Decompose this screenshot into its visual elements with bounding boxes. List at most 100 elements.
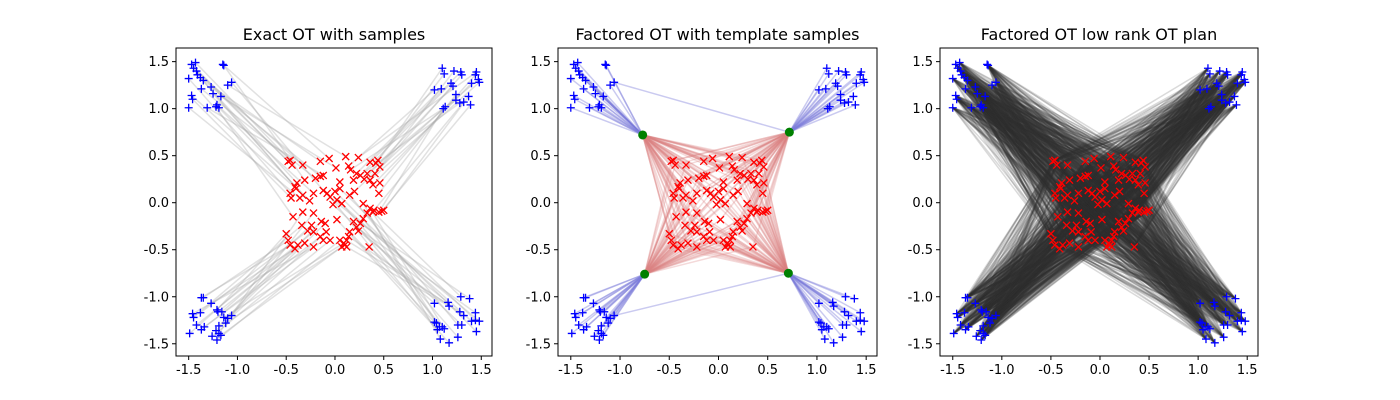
- lowrank-plan-line: [1104, 67, 1209, 241]
- template-target-line: [642, 134, 743, 159]
- lowrank-plan-line: [1067, 78, 1245, 213]
- source-template-line: [570, 107, 643, 136]
- source-template-line: [788, 108, 829, 133]
- source-point: [844, 98, 853, 107]
- exact-plan-line: [372, 211, 462, 298]
- target-point: [337, 199, 346, 208]
- lowrank-plan-line: [1109, 88, 1208, 246]
- template-target-line: [641, 134, 672, 241]
- lowrank-plan-line: [995, 81, 1103, 221]
- lowrank-plan-line: [1087, 74, 1242, 241]
- template-target-line: [746, 218, 789, 274]
- target-point: [325, 154, 334, 163]
- target-point: [316, 232, 325, 241]
- exact-plan-line: [350, 99, 457, 171]
- lowrank-plan-line: [952, 78, 1091, 224]
- source-point: [585, 103, 594, 112]
- lowrank-plan-line: [1077, 88, 1208, 194]
- lowrank-plan-line: [982, 107, 1091, 224]
- lowrank-plan-line: [1094, 74, 1242, 198]
- lowrank-plan-line: [957, 67, 1064, 246]
- lowrank-plan-line: [987, 64, 1142, 164]
- lowrank-plan-line: [955, 63, 1111, 246]
- template-target-line: [642, 134, 687, 213]
- target-point: [669, 156, 678, 165]
- exact-plan-line: [210, 86, 321, 177]
- lowrank-plan-line: [1066, 85, 1220, 226]
- lowrank-plan-line: [956, 98, 1116, 233]
- target-point: [359, 214, 368, 223]
- template-target-line: [644, 199, 721, 275]
- x-tick-label: -0.5: [274, 363, 299, 378]
- target-point: [752, 180, 761, 189]
- lowrank-plan-line: [1124, 99, 1223, 224]
- template-target-line: [703, 235, 789, 274]
- template-target-line: [641, 134, 670, 234]
- lowrank-plan-line: [960, 70, 1129, 220]
- template-target-line: [733, 131, 790, 171]
- plan-lines: [188, 62, 480, 344]
- template-target-line: [642, 134, 687, 166]
- lowrank-plan-line: [961, 74, 1096, 241]
- source-point: [590, 332, 599, 341]
- x-tick-label: 1.5: [856, 363, 877, 378]
- lowrank-plan-line: [986, 64, 1080, 248]
- lowrank-plan-line: [967, 79, 1145, 194]
- template-target-line: [643, 161, 672, 275]
- lowrank-plan-line: [1067, 81, 1246, 196]
- source-point: [595, 336, 604, 345]
- lowrank-plan-line: [980, 104, 1086, 238]
- lowrank-plan-line: [991, 84, 1099, 206]
- target-point: [292, 184, 300, 193]
- lowrank-plan-line: [984, 95, 1136, 181]
- target-point: [738, 153, 747, 162]
- lowrank-plan-line: [952, 107, 1096, 241]
- source-template-line: [787, 272, 830, 330]
- lowrank-plan-line: [955, 94, 1096, 241]
- target-point: [344, 162, 353, 170]
- exact-plan-line: [215, 106, 294, 218]
- template-target-line: [643, 197, 684, 275]
- source-point: [212, 305, 221, 314]
- lowrank-plan-line: [1067, 82, 1218, 196]
- lowrank-plan-line: [952, 107, 1111, 246]
- lowrank-plan-line: [952, 107, 1108, 248]
- lowrank-plan-line: [1052, 71, 1227, 162]
- template-target-line: [673, 244, 789, 274]
- lowrank-plan-line: [955, 63, 1103, 201]
- template-target-line: [733, 169, 790, 274]
- lowrank-plan-line: [1111, 82, 1218, 241]
- x-tick-label: 1.5: [471, 363, 492, 378]
- source-point: [594, 102, 603, 111]
- target-point: [316, 157, 325, 166]
- lowrank-plan-line: [1054, 74, 1228, 162]
- lowrank-plan-line: [974, 86, 1130, 180]
- source-point: [441, 102, 450, 111]
- source-template-line: [604, 64, 644, 136]
- lowrank-plan-line: [991, 84, 1130, 180]
- target-point: [692, 209, 701, 218]
- lowrank-plan-line: [1133, 71, 1243, 248]
- template-target-line: [642, 134, 675, 199]
- lowrank-plan-line: [1077, 81, 1246, 214]
- exact-plan-line: [220, 246, 343, 336]
- lowrank-plan-line: [955, 64, 1061, 250]
- lowrank-plan-line: [984, 95, 1106, 241]
- lowrank-plan-line: [1113, 73, 1211, 237]
- lowrank-plan-line: [955, 63, 1127, 224]
- lowrank-plan-line: [1061, 73, 1211, 184]
- source-point: [597, 329, 606, 338]
- lowrank-plan-line: [1069, 74, 1228, 181]
- template-target-line: [642, 134, 679, 188]
- source-template-line: [788, 106, 831, 133]
- source-template-line: [787, 272, 844, 338]
- source-point: [844, 311, 853, 320]
- template-target-line: [753, 131, 790, 163]
- source-template-line: [602, 273, 646, 336]
- lowrank-plan-line: [952, 107, 1136, 210]
- lowrank-plan-line: [980, 104, 1108, 205]
- lowrank-plan-line: [961, 74, 1092, 233]
- lowrank-plan-line: [960, 74, 1064, 246]
- lowrank-plan-line: [965, 88, 1144, 162]
- source-template-line: [609, 84, 644, 136]
